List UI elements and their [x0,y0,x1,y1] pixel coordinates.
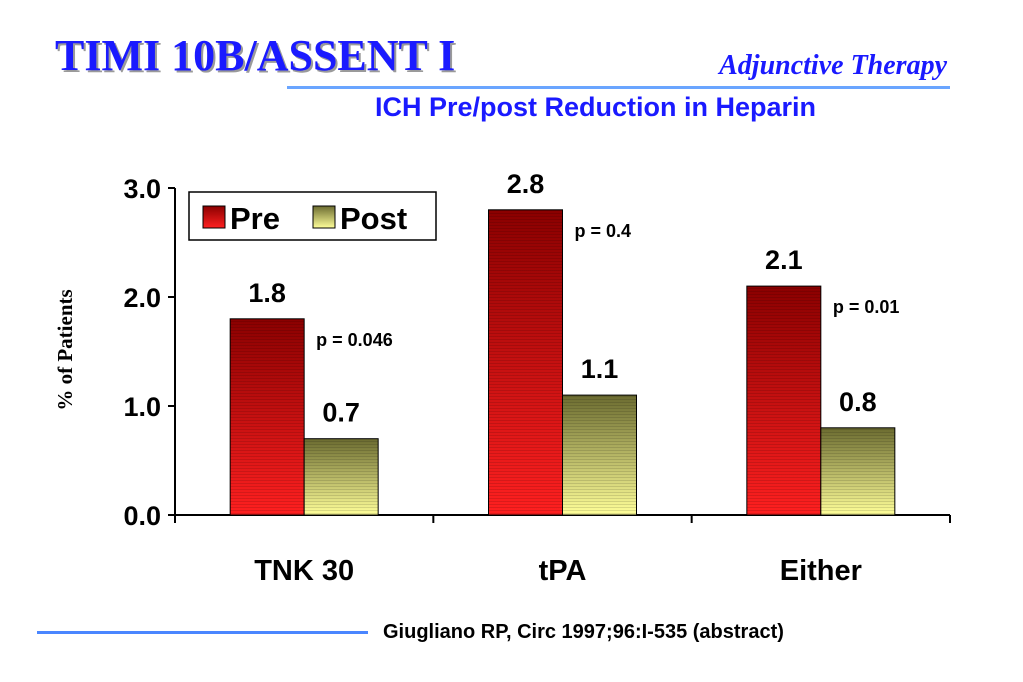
citation-rule [37,631,368,634]
x-category-label: TNK 30 [254,555,354,587]
y-tick-label: 1.0 [123,392,161,422]
legend-swatch-pre [202,205,226,229]
citation: Giugliano RP, Circ 1997;96:I-535 (abstra… [383,621,784,643]
slide-title: TIMI 10B/ASSENT I [55,31,456,80]
bar-texture [562,395,637,515]
data-label: 1.1 [581,354,619,384]
bar-texture [488,209,563,516]
p-value-annotation: p = 0.4 [575,221,632,241]
p-value-annotation: p = 0.01 [833,297,900,317]
legend-label-pre: Pre [230,201,280,236]
x-category-label: Either [780,555,862,587]
p-value-annotation: p = 0.046 [316,330,393,350]
bar-texture [304,438,379,515]
y-tick-label: 2.0 [123,283,161,313]
bar-texture [820,427,895,515]
slide-subtitle: Adjunctive Therapy [719,50,947,81]
data-label: 2.8 [507,169,545,199]
data-label: 0.7 [322,398,360,428]
bar-texture [746,286,821,515]
legend-swatch-post [312,205,336,229]
data-label: 1.8 [248,278,286,308]
x-category-label: tPA [539,555,587,587]
y-axis-label: % of Patients [53,289,77,410]
legend-label-post: Post [340,201,407,236]
chart-title: ICH Pre/post Reduction in Heparin [375,92,817,122]
bar-texture [230,318,305,515]
data-label: 0.8 [839,387,877,417]
y-tick-label: 3.0 [123,174,161,204]
title-rule [287,86,950,89]
y-tick-label: 0.0 [123,501,161,531]
data-label: 2.1 [765,245,803,275]
